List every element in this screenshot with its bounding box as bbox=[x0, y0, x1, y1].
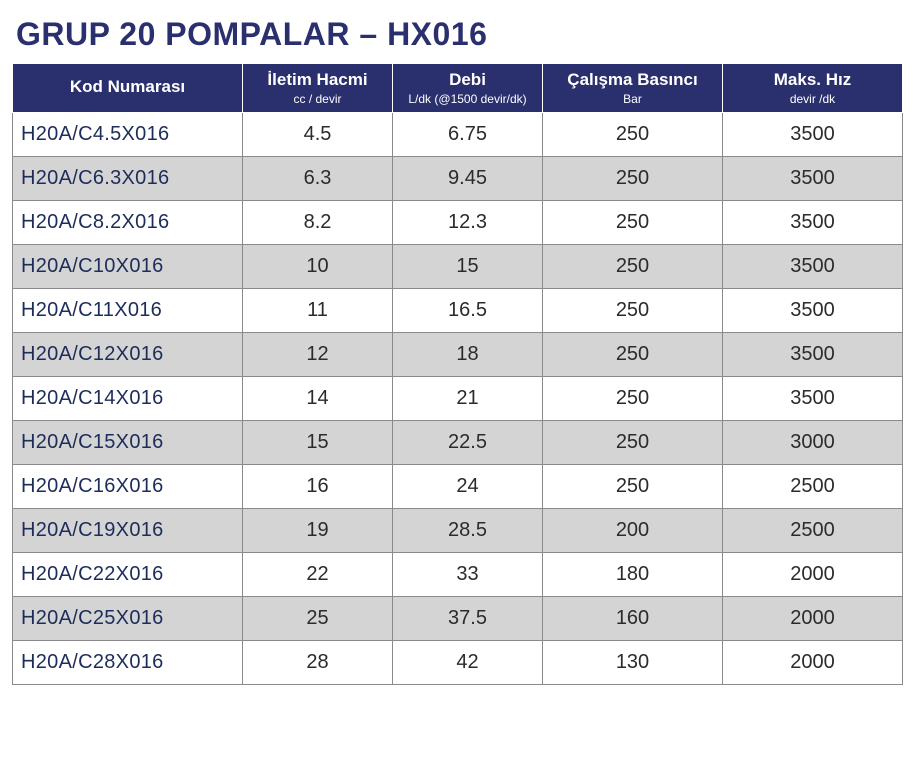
cell-displacement: 14 bbox=[243, 377, 393, 421]
cell-pressure: 200 bbox=[543, 509, 723, 553]
table-row: H20A/C19X0161928.52002500 bbox=[13, 509, 903, 553]
cell-speed: 2500 bbox=[723, 465, 903, 509]
cell-flow: 42 bbox=[393, 641, 543, 685]
cell-pressure: 250 bbox=[543, 289, 723, 333]
cell-flow: 15 bbox=[393, 245, 543, 289]
table-row: H20A/C15X0161522.52503000 bbox=[13, 421, 903, 465]
cell-displacement: 10 bbox=[243, 245, 393, 289]
cell-displacement: 4.5 bbox=[243, 113, 393, 157]
cell-pressure: 250 bbox=[543, 333, 723, 377]
cell-pressure: 130 bbox=[543, 641, 723, 685]
cell-speed: 3500 bbox=[723, 377, 903, 421]
table-row: H20A/C14X01614212503500 bbox=[13, 377, 903, 421]
cell-flow: 24 bbox=[393, 465, 543, 509]
cell-flow: 18 bbox=[393, 333, 543, 377]
col-header-code: Kod Numarası bbox=[13, 64, 243, 113]
cell-displacement: 22 bbox=[243, 553, 393, 597]
cell-flow: 16.5 bbox=[393, 289, 543, 333]
table-row: H20A/C6.3X0166.39.452503500 bbox=[13, 157, 903, 201]
cell-displacement: 25 bbox=[243, 597, 393, 641]
table-body: H20A/C4.5X0164.56.752503500H20A/C6.3X016… bbox=[13, 113, 903, 685]
col-header-sub: cc / devir bbox=[247, 92, 388, 106]
cell-flow: 33 bbox=[393, 553, 543, 597]
cell-code: H20A/C16X016 bbox=[13, 465, 243, 509]
cell-displacement: 11 bbox=[243, 289, 393, 333]
table-row: H20A/C8.2X0168.212.32503500 bbox=[13, 201, 903, 245]
cell-code: H20A/C8.2X016 bbox=[13, 201, 243, 245]
spec-table: Kod Numarası İletim Hacmi cc / devir Deb… bbox=[12, 63, 903, 685]
table-row: H20A/C10X01610152503500 bbox=[13, 245, 903, 289]
cell-code: H20A/C6.3X016 bbox=[13, 157, 243, 201]
cell-displacement: 6.3 bbox=[243, 157, 393, 201]
cell-code: H20A/C19X016 bbox=[13, 509, 243, 553]
cell-pressure: 250 bbox=[543, 465, 723, 509]
cell-speed: 3000 bbox=[723, 421, 903, 465]
cell-code: H20A/C10X016 bbox=[13, 245, 243, 289]
col-header-sub: L/dk (@1500 devir/dk) bbox=[397, 92, 538, 106]
cell-pressure: 250 bbox=[543, 421, 723, 465]
col-header-main: Çalışma Basıncı bbox=[547, 70, 718, 90]
cell-displacement: 16 bbox=[243, 465, 393, 509]
cell-code: H20A/C11X016 bbox=[13, 289, 243, 333]
cell-speed: 3500 bbox=[723, 201, 903, 245]
cell-displacement: 12 bbox=[243, 333, 393, 377]
cell-speed: 2000 bbox=[723, 597, 903, 641]
cell-pressure: 160 bbox=[543, 597, 723, 641]
col-header-main: İletim Hacmi bbox=[247, 70, 388, 90]
cell-code: H20A/C22X016 bbox=[13, 553, 243, 597]
cell-code: H20A/C14X016 bbox=[13, 377, 243, 421]
cell-flow: 12.3 bbox=[393, 201, 543, 245]
cell-speed: 3500 bbox=[723, 289, 903, 333]
table-row: H20A/C22X01622331802000 bbox=[13, 553, 903, 597]
cell-pressure: 250 bbox=[543, 201, 723, 245]
cell-displacement: 28 bbox=[243, 641, 393, 685]
table-row: H20A/C4.5X0164.56.752503500 bbox=[13, 113, 903, 157]
cell-displacement: 15 bbox=[243, 421, 393, 465]
col-header-speed: Maks. Hız devir /dk bbox=[723, 64, 903, 113]
table-row: H20A/C12X01612182503500 bbox=[13, 333, 903, 377]
col-header-sub: devir /dk bbox=[727, 92, 898, 106]
col-header-main: Maks. Hız bbox=[727, 70, 898, 90]
col-header-flow: Debi L/dk (@1500 devir/dk) bbox=[393, 64, 543, 113]
col-header-sub: Bar bbox=[547, 92, 718, 106]
col-header-displacement: İletim Hacmi cc / devir bbox=[243, 64, 393, 113]
page-title: GRUP 20 POMPALAR – HX016 bbox=[16, 16, 902, 53]
cell-pressure: 250 bbox=[543, 377, 723, 421]
table-row: H20A/C25X0162537.51602000 bbox=[13, 597, 903, 641]
table-row: H20A/C28X01628421302000 bbox=[13, 641, 903, 685]
cell-code: H20A/C25X016 bbox=[13, 597, 243, 641]
cell-speed: 3500 bbox=[723, 245, 903, 289]
cell-flow: 22.5 bbox=[393, 421, 543, 465]
cell-speed: 2500 bbox=[723, 509, 903, 553]
cell-pressure: 250 bbox=[543, 157, 723, 201]
cell-code: H20A/C12X016 bbox=[13, 333, 243, 377]
cell-speed: 2000 bbox=[723, 641, 903, 685]
cell-speed: 2000 bbox=[723, 553, 903, 597]
cell-pressure: 250 bbox=[543, 113, 723, 157]
cell-speed: 3500 bbox=[723, 157, 903, 201]
cell-displacement: 8.2 bbox=[243, 201, 393, 245]
col-header-pressure: Çalışma Basıncı Bar bbox=[543, 64, 723, 113]
cell-pressure: 180 bbox=[543, 553, 723, 597]
cell-flow: 21 bbox=[393, 377, 543, 421]
cell-displacement: 19 bbox=[243, 509, 393, 553]
cell-speed: 3500 bbox=[723, 113, 903, 157]
table-row: H20A/C11X0161116.52503500 bbox=[13, 289, 903, 333]
cell-flow: 9.45 bbox=[393, 157, 543, 201]
cell-flow: 6.75 bbox=[393, 113, 543, 157]
cell-code: H20A/C15X016 bbox=[13, 421, 243, 465]
cell-flow: 28.5 bbox=[393, 509, 543, 553]
table-header-row: Kod Numarası İletim Hacmi cc / devir Deb… bbox=[13, 64, 903, 113]
col-header-main: Kod Numarası bbox=[17, 77, 238, 97]
cell-code: H20A/C28X016 bbox=[13, 641, 243, 685]
col-header-main: Debi bbox=[397, 70, 538, 90]
cell-flow: 37.5 bbox=[393, 597, 543, 641]
table-row: H20A/C16X01616242502500 bbox=[13, 465, 903, 509]
cell-speed: 3500 bbox=[723, 333, 903, 377]
cell-pressure: 250 bbox=[543, 245, 723, 289]
cell-code: H20A/C4.5X016 bbox=[13, 113, 243, 157]
